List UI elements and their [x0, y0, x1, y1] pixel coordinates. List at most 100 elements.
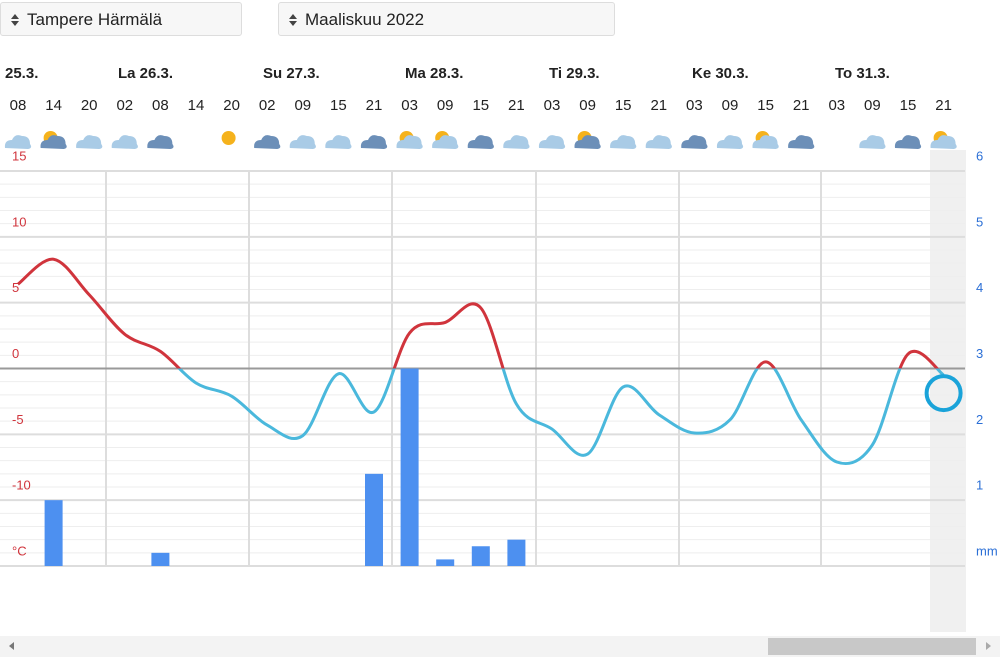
weather-icon — [221, 131, 240, 150]
weather-icon — [894, 135, 922, 149]
precipitation-bar — [471, 546, 490, 566]
day-label: To 31.3. — [835, 65, 890, 82]
hour-label: 03 — [401, 97, 418, 114]
cloud — [930, 135, 957, 149]
y-tick-label: 15 — [12, 148, 26, 163]
hour-label: 09 — [864, 97, 881, 114]
hour-label: 15 — [330, 97, 347, 114]
hour-label: 03 — [686, 97, 703, 114]
y2-tick-label: 5 — [976, 214, 983, 229]
y-tick-label: 10 — [12, 214, 26, 229]
hour-label: 09 — [579, 97, 596, 114]
cloud — [325, 135, 352, 149]
hour-label: 15 — [757, 97, 774, 114]
select-arrows — [11, 14, 19, 26]
temperature-line — [17, 257, 945, 466]
hour-label: 02 — [259, 97, 276, 114]
cloud — [681, 135, 708, 149]
location-select[interactable]: Tampere Härmälä — [0, 2, 242, 36]
weather-icon — [76, 135, 103, 149]
weather-icon — [254, 135, 281, 149]
hour-label: 21 — [935, 97, 952, 114]
weather-icon — [432, 131, 459, 149]
chart: °C -10 -5 0 5 10 15 mm 1 2 3 4 5 6 25.3. La 26.3. Su 27.… — [0, 65, 1000, 657]
location-text: Tampere Härmälä — [27, 10, 163, 29]
cloud — [610, 135, 637, 149]
day-label: 25.3. — [5, 65, 38, 82]
precipitation-bar — [151, 552, 170, 566]
precipitation-bar — [44, 500, 63, 566]
sun — [221, 131, 236, 145]
weather-icon — [4, 135, 32, 149]
weather-icon — [467, 135, 494, 149]
cloud — [859, 135, 886, 149]
weather-icon — [538, 135, 566, 149]
y-tick-label: °C — [12, 543, 27, 558]
day-label: Ti 29.3. — [549, 65, 600, 82]
weather-icon — [645, 135, 672, 149]
cloud — [574, 135, 601, 149]
precipitation-bar — [400, 368, 419, 566]
hour-label: 02 — [116, 97, 133, 114]
day-label: Ma 28.3. — [405, 65, 463, 82]
cloud — [752, 135, 779, 149]
y2-tick-label: mm — [976, 543, 998, 558]
y-tick-label: 5 — [12, 280, 19, 295]
scroll-right[interactable] — [986, 642, 991, 650]
hour-label: 15 — [472, 97, 489, 114]
cloud — [538, 135, 566, 149]
y2-tick-label: 4 — [976, 280, 983, 295]
weather-icon — [40, 131, 67, 149]
weather-icon — [396, 131, 423, 149]
hour-label: 03 — [828, 97, 845, 114]
weather-icon — [325, 135, 352, 149]
weather-icon — [188, 132, 204, 150]
weather-icon — [752, 131, 779, 149]
cloud — [396, 135, 423, 149]
cloud — [894, 135, 922, 149]
cloud — [40, 135, 67, 149]
cloud — [432, 135, 459, 149]
cloud — [503, 135, 530, 149]
precipitation-bar — [507, 539, 526, 566]
precipitation-bar — [436, 559, 455, 566]
hour-label: 21 — [793, 97, 810, 114]
scrollbar-track[interactable] — [0, 636, 1000, 657]
hour-label: 21 — [508, 97, 525, 114]
select-arrows — [289, 14, 297, 26]
current-marker — [924, 374, 963, 413]
weather-icon — [147, 135, 174, 149]
cloud — [716, 135, 744, 149]
day-label: Su 27.3. — [263, 65, 320, 82]
hour-label: 09 — [294, 97, 311, 114]
cloud — [467, 135, 494, 149]
cloud — [360, 135, 388, 149]
y2-tick-label: 6 — [976, 148, 983, 163]
cloud — [111, 135, 138, 149]
month-select[interactable]: Maaliskuu 2022 — [278, 2, 615, 36]
weather-icon — [503, 135, 530, 149]
cloud — [788, 135, 815, 149]
weather-icon — [859, 135, 886, 149]
hour-label: 14 — [188, 97, 205, 114]
day-label: Ke 30.3. — [692, 65, 749, 82]
y-tick-label: -10 — [12, 478, 31, 493]
y-tick-label: 0 — [12, 346, 19, 361]
scroll-left[interactable] — [9, 642, 14, 650]
cloud — [76, 135, 103, 149]
hour-label: 20 — [81, 97, 98, 114]
hour-label: 08 — [10, 97, 27, 114]
hour-label: 20 — [223, 97, 240, 114]
cloud — [289, 135, 316, 149]
hour-label: 21 — [366, 97, 383, 114]
y2-tick-label: 2 — [976, 412, 983, 427]
cloud — [4, 135, 32, 149]
weather-icon — [716, 135, 744, 149]
hour-label: 15 — [615, 97, 632, 114]
cloud — [645, 135, 672, 149]
scrollbar-thumb[interactable] — [768, 638, 976, 655]
cloud — [147, 135, 174, 149]
hour-label: 15 — [900, 97, 917, 114]
y2-tick-label: 1 — [976, 478, 983, 493]
hour-label: 09 — [437, 97, 454, 114]
